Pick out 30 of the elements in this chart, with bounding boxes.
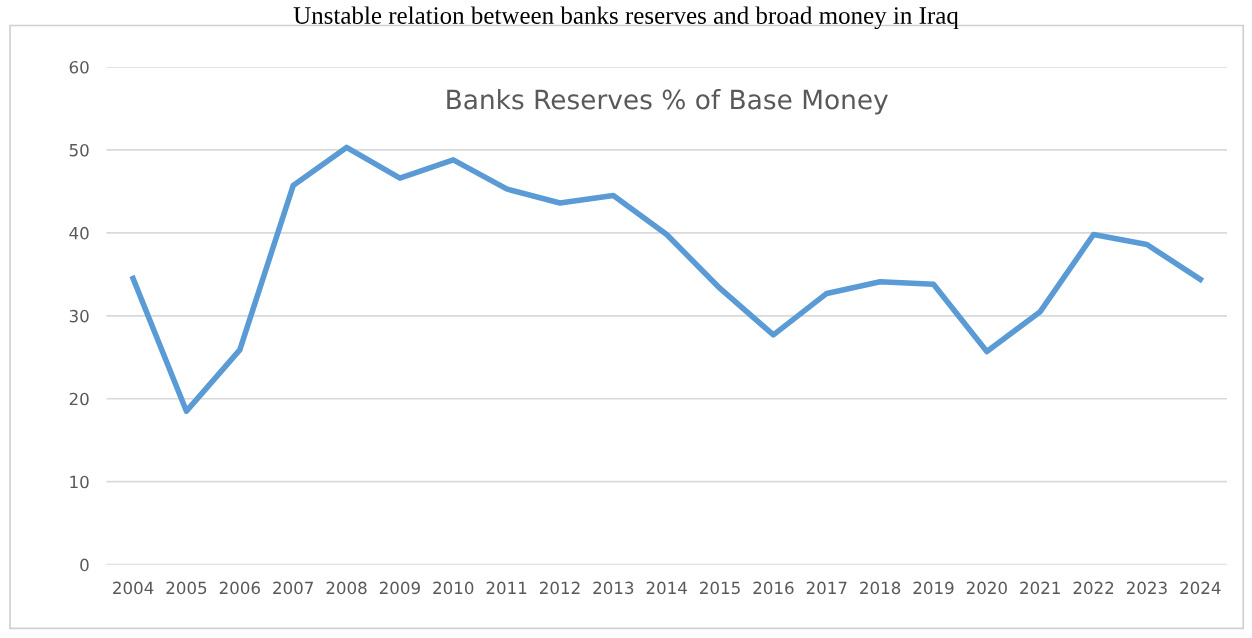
x-tick-label: 2016	[753, 581, 794, 595]
x-tick-label: 2014	[646, 581, 687, 595]
y-tick-label: 60	[69, 60, 89, 74]
y-tick-label: 10	[70, 475, 89, 489]
chart-title: Unstable relation between banks reserves and broad money in Iraq	[293, 6, 959, 30]
x-tick-label: 2004	[113, 581, 154, 595]
x-tick-label: 2010	[433, 581, 474, 595]
x-tick-label: 2019	[913, 581, 954, 595]
y-tick-label: 0	[80, 558, 89, 572]
x-tick-label: 2024	[1180, 581, 1221, 595]
x-tick-label: 2011	[486, 581, 527, 595]
x-tick-label: 2005	[166, 581, 207, 595]
x-tick-label: 2017	[806, 581, 847, 595]
x-tick-label: 2015	[700, 581, 740, 595]
y-tick-label: 20	[69, 392, 89, 406]
y-tick-label: 30	[69, 309, 89, 323]
x-tick-label: 2009	[379, 581, 420, 595]
text: Banks Reserves % of Base Money	[447, 89, 888, 115]
x-tick-label: 2023	[1126, 581, 1167, 595]
x-tick-label: 2020	[966, 581, 1007, 595]
x-tick-label: 2006	[219, 581, 260, 595]
x-tick-label: 2022	[1073, 581, 1114, 595]
x-tick-label: 2008	[326, 581, 367, 595]
x-tick-label: 2012	[539, 581, 580, 595]
x-tick-label: 2018	[860, 581, 901, 595]
y-tick-label: 50	[69, 143, 89, 157]
y-tick-label: 40	[69, 226, 89, 240]
x-tick-label: 2007	[273, 581, 313, 595]
x-tick-label: 2021	[1020, 581, 1060, 595]
x-tick-label: 2013	[593, 581, 634, 595]
